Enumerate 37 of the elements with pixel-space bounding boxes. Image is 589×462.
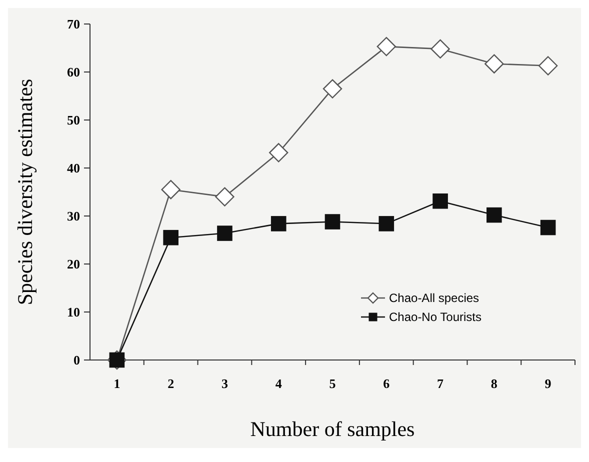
x-tick-label: 7 bbox=[437, 376, 444, 391]
x-tick-label: 5 bbox=[329, 376, 336, 391]
y-tick-label: 60 bbox=[67, 64, 80, 80]
x-tick-label: 2 bbox=[168, 376, 174, 391]
y-tick-label: 50 bbox=[67, 112, 80, 128]
point bbox=[269, 143, 288, 162]
x-tick-label: 6 bbox=[383, 376, 390, 391]
point bbox=[270, 216, 286, 232]
point bbox=[484, 54, 504, 74]
point bbox=[322, 79, 342, 98]
y-tick-label: 20 bbox=[67, 256, 80, 272]
point bbox=[163, 230, 178, 246]
y-axis-title: Species diversity estimates bbox=[13, 78, 37, 306]
x-tick-label: 4 bbox=[275, 376, 282, 391]
point bbox=[215, 187, 234, 206]
x-tick-label: 8 bbox=[490, 376, 498, 391]
y-tick-label: 10 bbox=[67, 304, 80, 320]
point bbox=[538, 56, 558, 76]
x-tick-label: 1 bbox=[114, 376, 120, 391]
point bbox=[486, 207, 502, 223]
x-axis-title: Number of samples bbox=[250, 417, 415, 441]
y-tick-label: 70 bbox=[67, 16, 80, 32]
point bbox=[324, 214, 340, 230]
y-tick-label: 30 bbox=[67, 208, 80, 224]
point bbox=[432, 193, 448, 209]
x-tick-label: 9 bbox=[544, 376, 552, 391]
y-tick-label: 40 bbox=[67, 160, 80, 176]
point bbox=[540, 220, 556, 236]
y-tick-label: 0 bbox=[74, 352, 80, 368]
point bbox=[217, 226, 232, 241]
point bbox=[378, 216, 394, 232]
point bbox=[430, 39, 450, 59]
legend-label: Chao-All species bbox=[389, 291, 480, 306]
x-tick-label: 3 bbox=[221, 376, 228, 391]
point bbox=[161, 180, 180, 200]
point bbox=[376, 36, 396, 56]
legend-label: Chao-No Tourists bbox=[389, 310, 482, 324]
